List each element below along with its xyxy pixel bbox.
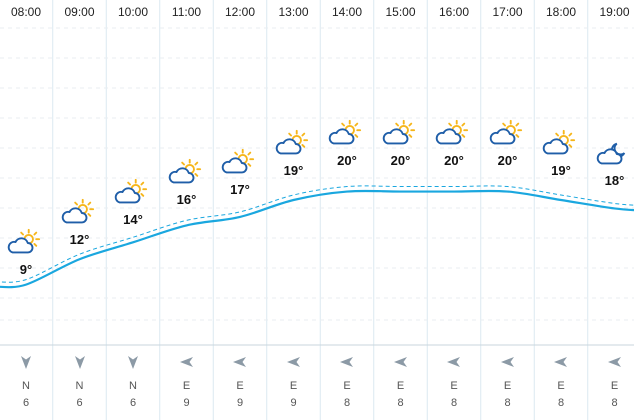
hour-label: 18:00	[545, 5, 577, 19]
wind-arrow-icon	[500, 357, 514, 367]
hour-label: 17:00	[492, 5, 523, 19]
wind-arrow-icon	[21, 356, 31, 369]
wind-speed: 8	[557, 397, 565, 409]
temperature-label: 14°	[123, 212, 143, 227]
hour-label: 19:00	[599, 5, 630, 19]
wind-speed: 6	[129, 397, 137, 409]
hour-label: 13:00	[278, 5, 309, 19]
wind-direction: E	[182, 380, 191, 392]
temperature-label: 12°	[69, 232, 90, 247]
temperature-label: 17°	[230, 182, 250, 197]
wind-arrow-icon	[607, 357, 621, 367]
temperature-label: 20°	[390, 153, 411, 168]
wind-speed: 6	[76, 397, 83, 409]
hour-label: 16:00	[438, 5, 470, 19]
wind-speed: 9	[290, 397, 297, 409]
wind-arrow-icon	[74, 356, 85, 369]
wind-direction: E	[289, 380, 298, 392]
wind-speed: 8	[343, 397, 351, 409]
partly-cloudy-icon	[382, 119, 415, 145]
wind-direction: E	[557, 380, 565, 392]
wind-direction: N	[22, 380, 30, 392]
partly-cloudy-icon	[168, 158, 201, 184]
hour-label: 12:00	[224, 5, 256, 19]
partly-cloudy-icon	[7, 228, 41, 254]
wind-arrow-icon	[179, 357, 193, 367]
partly-cloudy-icon	[542, 129, 576, 155]
wind-speed: 8	[504, 397, 511, 409]
wind-arrow-icon	[554, 357, 567, 367]
wind-arrow-icon	[393, 357, 407, 367]
temperature-label: 18°	[604, 173, 625, 188]
temperature-label: 20°	[337, 153, 357, 168]
partly-cloudy-icon	[221, 148, 255, 174]
feels-like-line	[0, 185, 634, 283]
hour-label: 14:00	[331, 5, 363, 19]
hour-label: 11:00	[171, 5, 202, 19]
hour-label: 10:00	[117, 5, 149, 19]
wind-direction: E	[343, 380, 351, 392]
wind-arrow-icon	[233, 357, 246, 367]
cloudy-night-icon	[596, 142, 625, 165]
partly-cloudy-icon	[328, 119, 362, 145]
wind-direction: N	[129, 380, 137, 392]
wind-speed: 9	[183, 397, 190, 409]
wind-speed: 8	[450, 397, 458, 409]
wind-speed: 8	[397, 397, 404, 409]
hour-label: 09:00	[64, 5, 95, 19]
wind-direction: E	[450, 380, 458, 392]
wind-arrow-icon	[447, 357, 460, 367]
hour-label: 08:00	[10, 5, 42, 19]
wind-arrow-icon	[340, 357, 353, 367]
temperature-label: 19°	[551, 163, 571, 178]
partly-cloudy-icon	[114, 178, 148, 204]
wind-arrow-icon	[286, 357, 300, 367]
partly-cloudy-icon	[489, 119, 522, 145]
wind-direction: E	[610, 380, 619, 392]
wind-speed: 8	[611, 397, 618, 409]
wind-direction: E	[236, 380, 244, 392]
wind-speed: 9	[236, 397, 244, 409]
hour-label: 15:00	[385, 5, 416, 19]
temperature-line	[0, 189, 634, 289]
temperature-label: 20°	[444, 153, 464, 168]
partly-cloudy-icon	[61, 198, 94, 224]
temperature-label: 9°	[19, 262, 33, 277]
temperature-label: 19°	[283, 163, 304, 178]
temperature-label: 20°	[497, 153, 518, 168]
partly-cloudy-icon	[275, 129, 308, 155]
wind-direction: N	[75, 380, 84, 392]
wind-direction: E	[396, 380, 405, 392]
wind-speed: 6	[22, 397, 30, 409]
partly-cloudy-icon	[435, 119, 469, 145]
wind-direction: E	[503, 380, 512, 392]
temperature-label: 16°	[176, 192, 197, 207]
wind-arrow-icon	[128, 356, 138, 369]
